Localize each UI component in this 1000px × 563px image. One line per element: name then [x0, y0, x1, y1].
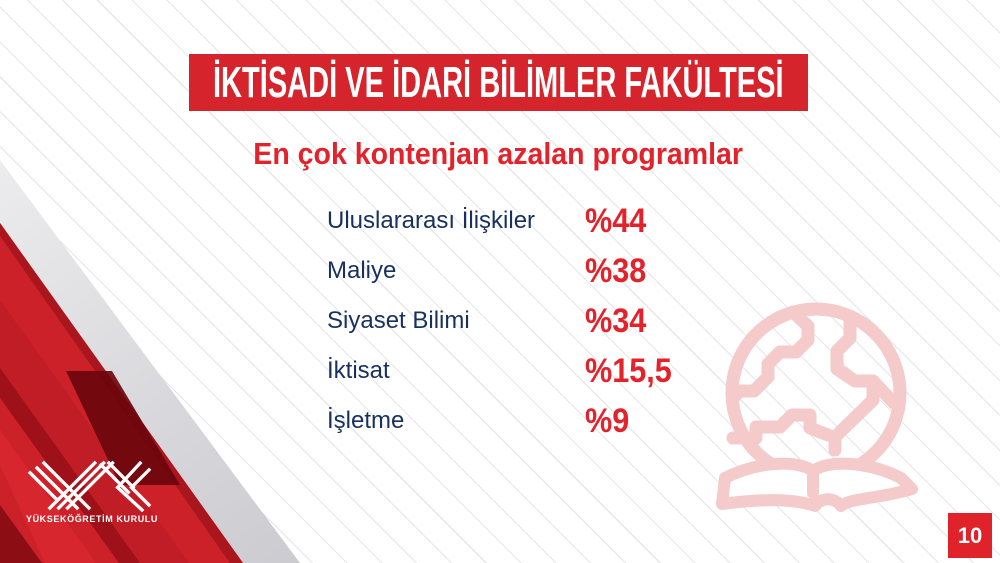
page-number: 10	[957, 522, 983, 548]
program-label: Uluslararası İlişkiler	[327, 207, 536, 234]
slide-subtitle: En çok kontenjan azalan programlar	[253, 136, 744, 171]
list-item: Siyaset Bilimi %34	[327, 296, 747, 346]
program-value: %34	[585, 302, 647, 340]
yok-logo-icon	[27, 460, 152, 512]
program-list: Uluslararası İlişkiler %44 Maliye %38 Si…	[327, 196, 747, 446]
list-item: Uluslararası İlişkiler %44	[327, 196, 747, 246]
list-item: İktisat %15,5	[327, 346, 747, 396]
list-item: Maliye %38	[327, 246, 747, 296]
program-label: Siyaset Bilimi	[327, 307, 470, 334]
page-number-badge: 10	[948, 513, 992, 558]
program-label: İktisat	[327, 357, 390, 384]
program-label: İşletme	[327, 407, 405, 434]
faculty-banner: İKTİSADİ VE İDARİ BİLİMLER FAKÜLTESİ	[189, 54, 808, 111]
program-value: %9	[585, 402, 630, 440]
yok-wordmark: YÜKSEKÖĞRETİM KURULU	[25, 514, 158, 524]
program-value: %15,5	[585, 352, 672, 390]
program-value: %44	[585, 202, 647, 240]
faculty-title: İKTİSADİ VE İDARİ BİLİMLER FAKÜLTESİ	[213, 57, 784, 107]
globe-book-icon	[716, 302, 918, 512]
program-value: %38	[585, 252, 647, 290]
subtitle-wrap: En çok kontenjan azalan programlar	[189, 134, 808, 174]
program-label: Maliye	[327, 257, 397, 284]
list-item: İşletme %9	[327, 396, 747, 446]
